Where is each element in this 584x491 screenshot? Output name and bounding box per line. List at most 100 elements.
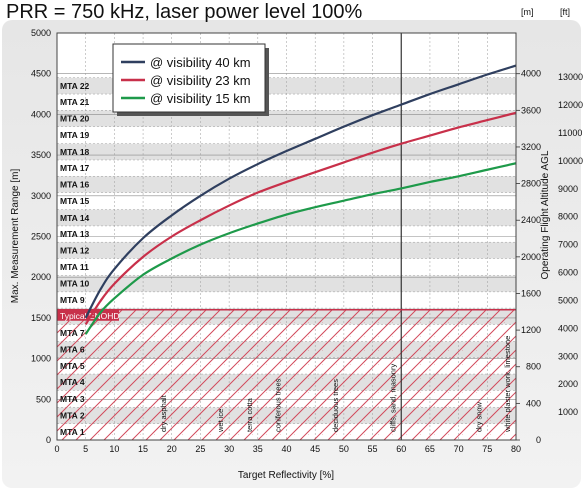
series-line — [84, 64, 517, 319]
altitude-ft-label: 7000 — [558, 240, 578, 250]
mta-label: MTA 11 — [60, 262, 89, 272]
mta-label: MTA 15 — [60, 196, 90, 206]
legend-label: @ visibility 23 km — [150, 73, 251, 88]
legend-label: @ visibility 40 km — [150, 55, 251, 70]
y-tick-label: 3000 — [31, 191, 51, 201]
chart-title: PRR = 750 kHz, laser power level 100% — [6, 1, 362, 23]
mta-label: MTA 16 — [60, 179, 90, 189]
altitude-ft-label: 3000 — [558, 351, 578, 361]
x-tick-labels: 0 5 10 15 20 25 30 35 40 45 50 55 60 65 70 75 80 — [54, 444, 521, 454]
y-tick-label: 3500 — [31, 150, 51, 160]
y-tick-label: 4500 — [31, 69, 51, 79]
altitude-ft-label: 10000 — [558, 156, 583, 166]
annotation-label: wet ice — [216, 409, 225, 433]
mta-label: MTA 5 — [60, 361, 85, 371]
series-line — [84, 162, 517, 335]
mta-label: MTA 14 — [60, 213, 90, 223]
y-tick-label: 0 — [46, 435, 51, 445]
y-tick-label: 2000 — [31, 272, 51, 282]
altitude-ft-label: 13000 — [558, 72, 583, 82]
altitude-ft-label: 8000 — [558, 212, 578, 222]
y2-axis-label: Operating Flight Altitude AGL — [540, 150, 551, 279]
y-tick-label: 2500 — [31, 232, 51, 242]
altitude-m-label: 1200 — [521, 325, 541, 335]
mta-label: MTA 13 — [60, 229, 90, 239]
mta-label: MTA 20 — [60, 113, 90, 123]
altitude-ft-label: 6000 — [558, 268, 578, 278]
material-annotations: dry asphalt wet ice terra cotta coniferous … — [159, 336, 512, 433]
mta-label: MTA 1 — [60, 427, 85, 437]
altitude-m-label: 4000 — [521, 69, 541, 79]
altitude-m-label: 800 — [526, 362, 541, 372]
x-tick-label: 65 — [425, 444, 435, 454]
legend: @ visibility 40 km @ visibility 23 km @ vi… — [112, 43, 269, 116]
annotation-label: deciduous trees — [331, 379, 340, 432]
mta-label: MTA 18 — [60, 147, 90, 157]
y-tick-label: 1500 — [31, 313, 51, 323]
mta-label: MTA 9 — [60, 295, 85, 305]
altitude-m-label: 3200 — [521, 142, 541, 152]
annotation-label: cliffs, sand, masonry — [388, 364, 397, 432]
plot-frame — [56, 32, 517, 441]
x-tick-label: 60 — [396, 444, 406, 454]
annotation-label: dry asphalt — [159, 394, 168, 432]
altitude-m-label: 2800 — [521, 179, 541, 189]
x-tick-label: 0 — [54, 444, 59, 454]
axis-ft-unit: [ft] — [560, 7, 570, 17]
legend-box — [112, 43, 266, 113]
x-tick-label: 40 — [281, 444, 291, 454]
x-tick-label: 35 — [253, 444, 263, 454]
mta-label: MTA 3 — [60, 394, 85, 404]
altitude-ft-label: 5000 — [558, 295, 578, 305]
x-tick-label: 20 — [167, 444, 177, 454]
mta-label: MTA 22 — [60, 81, 90, 91]
mta-label: MTA 2 — [60, 411, 85, 421]
altitude-m-label: 3600 — [521, 105, 541, 115]
mta-label: MTA 7 — [60, 328, 85, 338]
mta-label: MTA 10 — [60, 279, 90, 289]
mta-label: MTA 12 — [60, 245, 90, 255]
y-tick-label: 1000 — [31, 354, 51, 364]
mta-label: MTA 4 — [60, 377, 85, 387]
altitude-ft-tick-labels: 1000 2000 3000 4000 5000 6000 7000 8000 9000 1000… — [558, 72, 583, 417]
y-axis-label: Max. Measurement Range [m] — [10, 169, 21, 304]
y-tick-label: 500 — [36, 394, 51, 404]
x-tick-label: 25 — [195, 444, 205, 454]
x-tick-label: 70 — [454, 444, 464, 454]
y-tick-labels: 0 500 1000 1500 2000 2500 3000 3500 4000 4500 5000 — [31, 28, 51, 445]
altitude-ft-label: 4000 — [558, 323, 578, 333]
axis-m-unit: [m] — [521, 7, 534, 17]
annotation-label: white plaster work, limestone — [503, 336, 512, 433]
altitude-ft-label: 11000 — [558, 128, 582, 138]
series-line — [84, 111, 517, 325]
altitude-ft-label: 9000 — [558, 184, 578, 194]
enohd-hatched-zone — [57, 309, 516, 440]
x-tick-label: 45 — [310, 444, 320, 454]
altitude-ft-label: 12000 — [558, 100, 583, 110]
altitude-m-label: 1600 — [521, 288, 541, 298]
altitude-ft-label: 1000 — [558, 407, 578, 417]
x-tick-label: 30 — [224, 444, 234, 454]
altitude-m-tick-labels: 0 400 800 1200 1600 2000 2400 2800 3200 3600 4000 — [516, 69, 541, 445]
mta-label: MTA 21 — [60, 97, 90, 107]
altitude-m-label: 2000 — [521, 252, 541, 262]
altitude-ft-label: 2000 — [558, 379, 578, 389]
x-tick-label: 10 — [109, 444, 119, 454]
y-tick-label: 5000 — [31, 28, 51, 38]
altitude-m-label: 2400 — [521, 215, 541, 225]
x-tick-label: 5 — [83, 444, 88, 454]
y-tick-label: 4000 — [31, 109, 51, 119]
mta-label: MTA 19 — [60, 130, 90, 140]
legend-label: @ visibility 15 km — [150, 91, 251, 106]
series-lines — [84, 64, 517, 335]
x-tick-label: 75 — [482, 444, 492, 454]
mta-label: MTA 6 — [60, 345, 85, 355]
annotation-label: terra cotta — [245, 397, 254, 432]
x-tick-label: 50 — [339, 444, 349, 454]
mta-label: MTA 17 — [60, 163, 90, 173]
altitude-m-label: 400 — [526, 398, 541, 408]
annotation-label: coniferous trees — [274, 378, 283, 432]
x-tick-label: 55 — [368, 444, 378, 454]
